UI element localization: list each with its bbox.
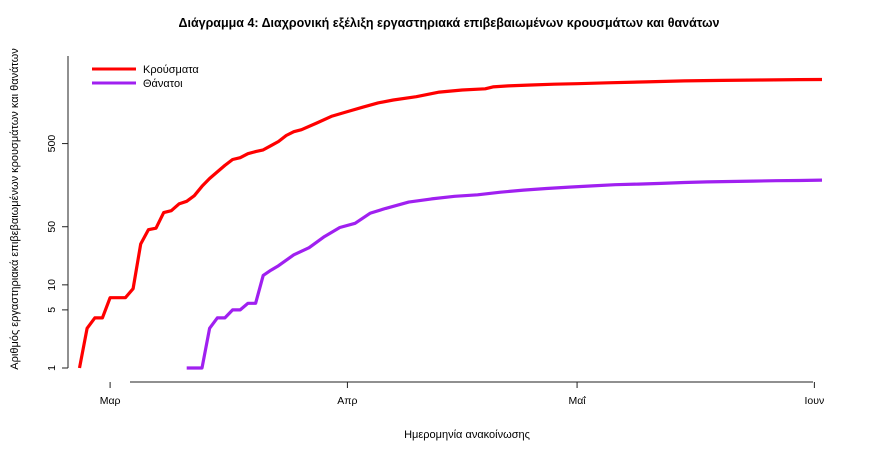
x-tick-label-2: Μαΐ [568, 395, 586, 407]
legend: Κρούσματα Θάνατοι [92, 64, 199, 90]
x-axis-label: Ημερομηνία ανακοίνωσης [404, 429, 530, 441]
y-tick-label-2: 10 [46, 279, 58, 291]
y-axis-label: Αριθμός εργαστηριακά επιβεβαιωμένων κρου… [9, 48, 21, 370]
series-layer [77, 77, 823, 370]
legend-label-1: Θάνατοι [143, 78, 183, 90]
x-tick-label-3: Ιουν [805, 395, 825, 407]
x-tick-label-1: Απρ [337, 395, 357, 407]
y-tick-label-3: 50 [46, 221, 58, 233]
y-tick-label-4: 500 [46, 135, 58, 153]
legend-label-0: Κρούσματα [143, 64, 199, 76]
chart-title: Διάγραμμα 4: Διαχρονική εξέλιξη εργαστηρ… [178, 16, 719, 30]
axis-ticks: 1 5 10 50 500 Μαρ Απρ Μαΐ Ιουν [46, 135, 824, 407]
series-line-cases [77, 77, 823, 369]
series-line-deaths [186, 178, 823, 370]
x-tick-label-0: Μαρ [100, 395, 121, 407]
y-tick-label-0: 1 [46, 365, 58, 371]
y-tick-label-1: 5 [46, 307, 58, 313]
